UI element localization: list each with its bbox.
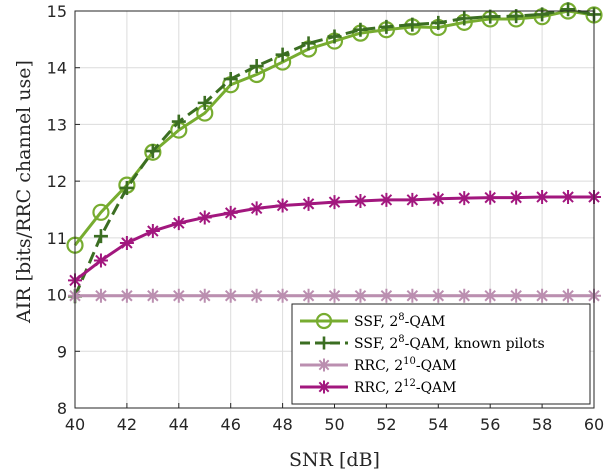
data-point <box>483 288 498 303</box>
x-tick-label: 46 <box>221 415 241 434</box>
data-point <box>327 288 342 303</box>
x-tick-label: 40 <box>65 415 85 434</box>
data-point <box>535 288 550 303</box>
data-point <box>119 180 134 195</box>
legend-entry: RRC, 212-QAM <box>300 378 457 396</box>
data-point <box>353 193 368 208</box>
data-point <box>353 288 368 303</box>
x-tick-label: 42 <box>117 415 137 434</box>
data-point <box>145 144 160 159</box>
data-point <box>405 17 420 32</box>
series <box>66 2 603 304</box>
y-tick-label: 12 <box>47 172 67 191</box>
x-axis-ticks: 40 42 44 46 48 50 52 54 56 58 60 <box>65 403 604 434</box>
data-point <box>509 288 524 303</box>
data-point <box>561 190 576 205</box>
y-tick-label: 9 <box>57 342 67 361</box>
x-tick-label: 60 <box>584 415 604 434</box>
y-tick-label: 11 <box>47 229 67 248</box>
legend-entry: RRC, 210-QAM <box>300 356 457 374</box>
data-point <box>457 11 472 26</box>
data-point <box>197 210 212 225</box>
data-point <box>275 47 290 62</box>
data-point <box>93 288 108 303</box>
data-point <box>561 288 576 303</box>
data-point <box>197 288 212 303</box>
legend-label: SSF, 28-QAM <box>354 312 445 330</box>
data-point <box>317 358 331 372</box>
data-point <box>353 22 368 37</box>
legend: SSF, 28-QAM SSF, 28-QAM, known pilots RRC,… <box>291 303 591 405</box>
x-tick-label: 44 <box>169 415 189 434</box>
data-point <box>119 288 134 303</box>
data-point <box>145 288 160 303</box>
data-point <box>171 288 186 303</box>
data-point <box>197 95 212 110</box>
y-tick-label: 13 <box>47 115 67 134</box>
data-point <box>301 288 316 303</box>
y-axis-label: AIR [bits/RRC channel use] <box>13 60 35 324</box>
data-point <box>483 190 498 205</box>
data-point <box>171 216 186 231</box>
legend-entry: SSF, 28-QAM <box>300 312 445 330</box>
legend-entry: SSF, 28-QAM, known pilots <box>300 334 545 352</box>
data-point <box>327 29 342 44</box>
x-tick-label: 54 <box>428 415 448 434</box>
data-point <box>535 190 550 205</box>
series-3 <box>68 288 601 303</box>
data-point <box>379 192 394 207</box>
data-point <box>93 229 108 244</box>
data-point <box>431 288 446 303</box>
data-point <box>223 72 238 87</box>
legend-label: SSF, 28-QAM, known pilots <box>354 334 545 352</box>
data-point <box>483 9 498 24</box>
data-point <box>301 36 316 51</box>
x-tick-label: 58 <box>532 415 552 434</box>
data-point <box>92 203 110 221</box>
legend-label: RRC, 212-QAM <box>354 378 457 396</box>
x-tick-label: 52 <box>376 415 396 434</box>
y-tick-label: 15 <box>47 2 67 21</box>
data-point <box>93 253 108 268</box>
data-point <box>145 224 160 239</box>
data-point <box>561 2 576 17</box>
x-tick-label: 50 <box>324 415 344 434</box>
data-point <box>249 201 264 216</box>
plot-frame <box>74 10 595 409</box>
data-point <box>535 7 550 22</box>
y-axis-ticks: 8 9 10 11 12 13 14 15 <box>47 2 80 418</box>
data-point <box>317 336 331 350</box>
data-point <box>301 196 316 211</box>
data-point <box>223 205 238 220</box>
data-point <box>457 288 472 303</box>
data-point <box>379 288 394 303</box>
x-tick-label: 56 <box>480 415 500 434</box>
data-point <box>405 288 420 303</box>
x-axis-label: SNR [dB] <box>289 449 380 469</box>
data-point <box>249 59 264 74</box>
y-tick-label: 10 <box>47 286 67 305</box>
data-point <box>405 192 420 207</box>
data-point <box>379 19 394 34</box>
data-point <box>317 380 331 394</box>
data-point <box>223 288 238 303</box>
data-point <box>327 195 342 210</box>
data-point <box>119 235 134 250</box>
data-point <box>275 288 290 303</box>
data-point <box>249 288 264 303</box>
y-tick-label: 14 <box>47 59 67 78</box>
data-point <box>457 191 472 206</box>
data-point <box>431 191 446 206</box>
data-point <box>315 312 333 330</box>
data-point <box>431 15 446 30</box>
data-point <box>509 190 524 205</box>
legend-label: RRC, 210-QAM <box>354 356 457 374</box>
y-tick-label: 8 <box>57 399 67 418</box>
data-point <box>275 198 290 213</box>
x-tick-label: 48 <box>272 415 292 434</box>
data-point <box>171 114 186 129</box>
